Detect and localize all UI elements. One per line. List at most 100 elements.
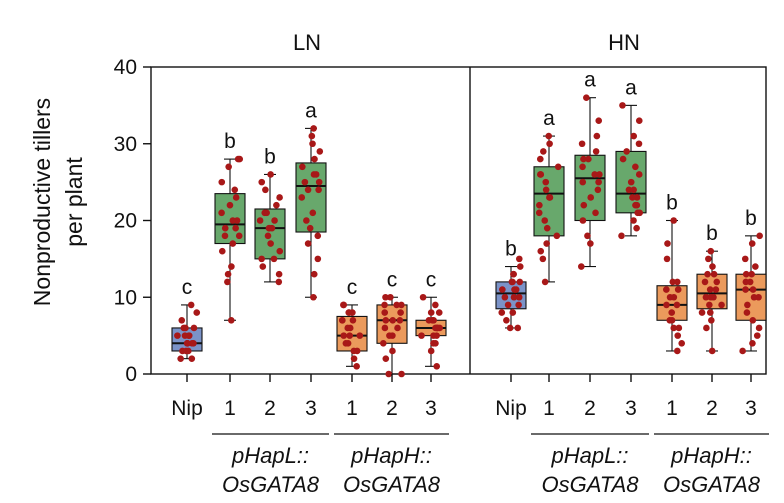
data-point: [663, 301, 670, 309]
data-point: [630, 132, 638, 140]
data-point: [585, 155, 592, 163]
group-label-phapl: pHapL::OsGATA8: [212, 433, 329, 497]
data-point: [510, 293, 518, 301]
data-point: [705, 255, 712, 263]
data-point: [701, 278, 709, 286]
data-point: [193, 309, 201, 316]
data-point: [499, 286, 506, 293]
group-label-line-2: OsGATA8: [542, 472, 640, 497]
data-point: [310, 125, 317, 132]
y-axis-title: Nonproductive tillers per plant: [29, 98, 87, 306]
data-point: [386, 332, 393, 339]
data-point: [275, 278, 283, 286]
group-label-line-2: OsGATA8: [343, 472, 441, 497]
data-point: [591, 171, 598, 178]
data-point: [504, 301, 512, 309]
data-point: [299, 163, 306, 171]
significance-letter: a: [543, 107, 555, 130]
data-point: [259, 263, 267, 270]
data-point: [315, 178, 323, 186]
data-point: [425, 316, 433, 324]
data-point: [508, 278, 516, 286]
data-point: [303, 217, 310, 224]
data-point: [542, 186, 550, 194]
data-point: [433, 363, 441, 370]
data-point: [706, 309, 714, 316]
data-point: [310, 270, 318, 278]
data-point: [537, 171, 545, 178]
data-point: [674, 286, 682, 293]
data-point: [349, 316, 357, 324]
data-point: [516, 263, 524, 270]
data-point: [670, 324, 678, 332]
data-point: [430, 316, 437, 324]
data-point: [340, 332, 348, 339]
data-point: [535, 209, 543, 217]
data-point: [387, 293, 394, 301]
data-point: [261, 209, 269, 217]
box-ln-6: c3: [415, 268, 447, 420]
data-point: [749, 340, 756, 347]
data-point: [393, 301, 400, 309]
x-tick-label: Nip: [495, 397, 527, 420]
data-point: [578, 140, 586, 148]
data-point: [663, 286, 670, 293]
group-label-line-1: pHapL::: [231, 443, 309, 468]
significance-letter: b: [745, 207, 757, 230]
data-point: [706, 286, 714, 293]
panel-title-hn: HN: [608, 30, 640, 55]
data-point: [595, 117, 603, 125]
group-label-line-2: OsGATA8: [663, 472, 761, 497]
data-point: [668, 316, 676, 324]
data-point: [339, 316, 346, 324]
box-hn-5: b2: [696, 222, 728, 420]
x-tick-label: 1: [543, 397, 555, 420]
plot-area: 010203040LNcNipb1b2a3c1c2c3pHapL::OsGATA…: [114, 30, 769, 497]
data-point: [627, 178, 635, 186]
data-point: [712, 286, 720, 293]
data-point: [707, 293, 715, 301]
data-point: [580, 155, 587, 163]
data-point: [749, 316, 757, 324]
data-point: [539, 255, 547, 263]
data-point: [267, 171, 274, 178]
data-point: [397, 309, 404, 316]
data-point: [306, 224, 314, 232]
box-ln-4: c1: [336, 276, 368, 420]
data-point: [749, 286, 757, 293]
significance-letter: b: [505, 238, 517, 261]
data-point: [543, 224, 551, 232]
data-point: [394, 324, 401, 332]
data-point: [182, 324, 189, 332]
data-point: [310, 293, 317, 301]
data-point: [673, 278, 681, 286]
data-point: [678, 340, 686, 347]
data-point: [227, 316, 235, 324]
x-tick-label: 3: [745, 397, 757, 420]
significance-letter: a: [305, 99, 317, 122]
data-point: [542, 178, 550, 186]
data-point: [675, 324, 683, 332]
data-point: [218, 247, 226, 255]
data-point: [546, 194, 553, 201]
data-point: [579, 178, 587, 186]
data-point: [635, 140, 643, 148]
data-point: [752, 263, 759, 270]
data-point: [543, 240, 550, 247]
group-label-line-1: pHapH::: [670, 443, 752, 468]
data-point: [353, 363, 360, 370]
data-point: [184, 340, 191, 347]
data-point: [583, 94, 590, 101]
data-point: [258, 255, 265, 263]
y-tick-label-30: 30: [114, 133, 137, 156]
data-point: [427, 347, 435, 355]
significance-letter: c: [182, 276, 193, 299]
data-point: [262, 186, 269, 194]
data-point: [264, 232, 272, 240]
data-point: [709, 263, 716, 270]
significance-letter: a: [625, 76, 637, 99]
data-point: [179, 347, 186, 355]
data-point: [275, 270, 283, 278]
panel-title-ln: LN: [293, 30, 321, 55]
data-point: [309, 209, 317, 217]
